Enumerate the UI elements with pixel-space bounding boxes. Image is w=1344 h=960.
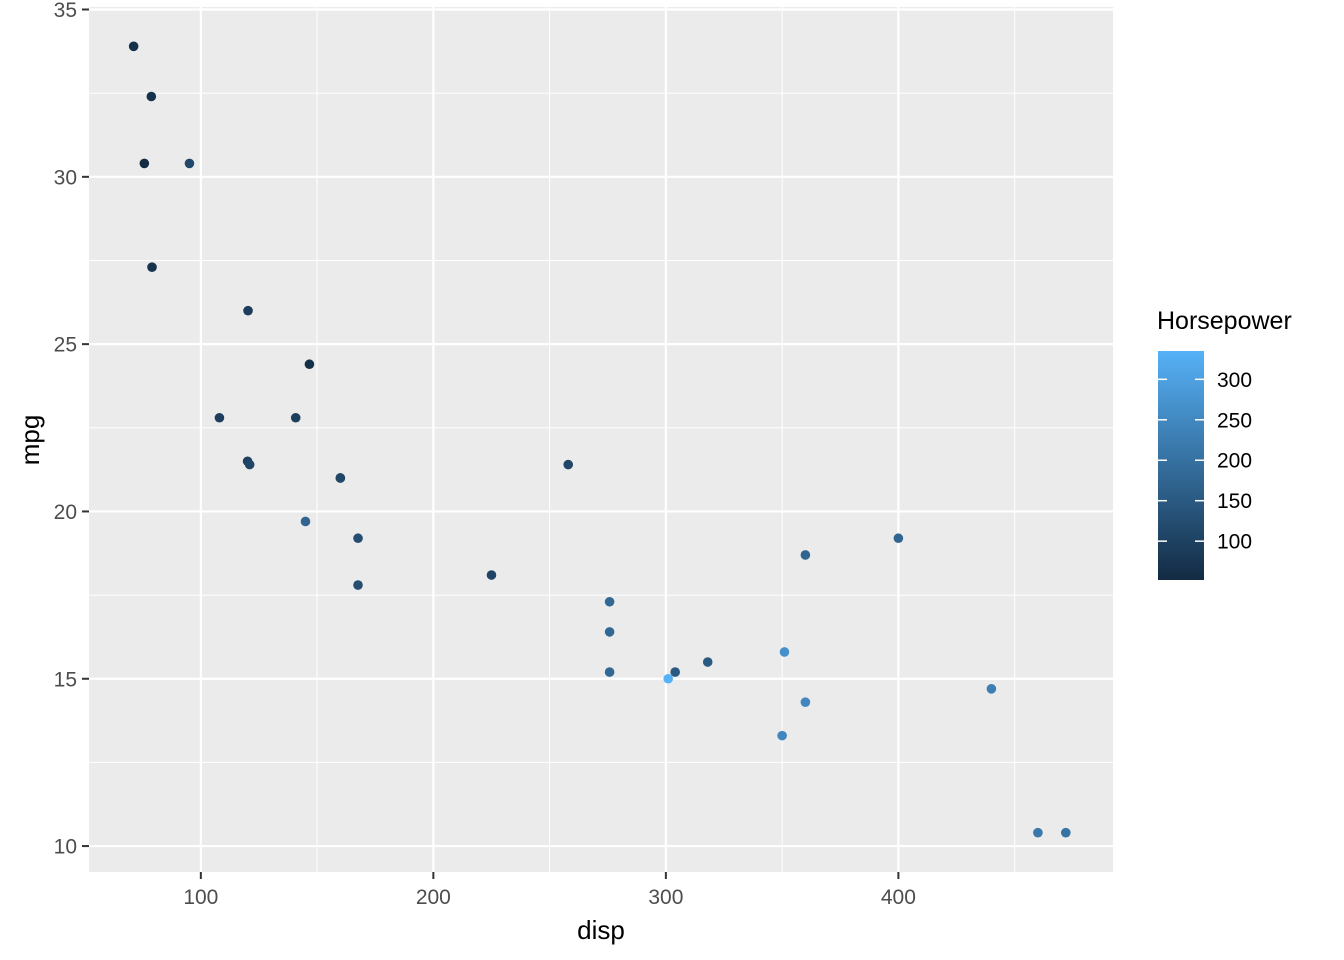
legend-tick-label: 150 bbox=[1217, 490, 1252, 513]
data-point bbox=[702, 657, 713, 667]
data-point bbox=[300, 516, 311, 527]
x-tick-label: 400 bbox=[881, 886, 916, 909]
data-point bbox=[147, 262, 157, 272]
y-axis-title: mpg bbox=[15, 415, 45, 466]
data-point bbox=[777, 730, 787, 741]
data-point bbox=[779, 647, 790, 657]
data-point bbox=[604, 667, 615, 677]
y-axis-ticks: 10 15 20 25 30 35 bbox=[54, 0, 89, 859]
data-point bbox=[128, 41, 139, 52]
data-point bbox=[353, 580, 363, 590]
data-point bbox=[184, 158, 195, 169]
y-tick-label: 10 bbox=[54, 836, 77, 859]
data-point bbox=[139, 158, 150, 169]
minor-gridlines bbox=[89, 7, 1113, 872]
x-tick-label: 300 bbox=[648, 886, 683, 909]
data-point bbox=[214, 412, 225, 423]
legend-colorbar bbox=[1158, 351, 1204, 580]
legend: Horsepower 100 150 200 250 300 bbox=[1157, 307, 1292, 580]
y-tick-label: 30 bbox=[54, 166, 77, 189]
y-tick-label: 15 bbox=[54, 668, 77, 691]
data-point bbox=[604, 596, 615, 607]
y-tick-label: 25 bbox=[54, 334, 77, 357]
x-tick-label: 200 bbox=[416, 886, 451, 909]
x-axis-title: disp bbox=[577, 915, 625, 945]
data-point bbox=[1033, 827, 1043, 838]
data-point bbox=[243, 305, 253, 316]
y-tick-label: 35 bbox=[54, 0, 77, 22]
x-tick-label: 100 bbox=[183, 886, 218, 909]
legend-tick-label: 100 bbox=[1217, 531, 1252, 554]
data-point bbox=[304, 359, 315, 370]
data-point bbox=[663, 673, 673, 684]
data-point bbox=[244, 459, 255, 470]
legend-tick-label: 200 bbox=[1217, 450, 1252, 473]
data-point bbox=[335, 473, 346, 483]
data-point bbox=[670, 667, 680, 677]
data-point bbox=[353, 533, 363, 544]
data-points bbox=[128, 41, 1071, 838]
data-point bbox=[146, 91, 157, 102]
legend-tick-label: 250 bbox=[1217, 409, 1252, 432]
data-point bbox=[290, 412, 301, 423]
x-axis-ticks: 100 200 300 400 bbox=[183, 872, 916, 909]
data-point bbox=[563, 459, 574, 470]
plot-panel bbox=[89, 7, 1113, 872]
legend-title: Horsepower bbox=[1157, 307, 1292, 335]
legend-tick-label: 300 bbox=[1217, 369, 1252, 392]
y-tick-label: 20 bbox=[54, 501, 77, 524]
data-point bbox=[486, 570, 497, 580]
data-point bbox=[604, 627, 615, 637]
data-point bbox=[800, 550, 811, 560]
data-point bbox=[1060, 827, 1071, 838]
data-point bbox=[893, 533, 904, 544]
major-gridlines bbox=[89, 7, 1113, 872]
data-point bbox=[800, 697, 811, 707]
legend-ticks: 100 150 200 250 300 bbox=[1158, 369, 1252, 554]
data-point bbox=[986, 683, 997, 694]
